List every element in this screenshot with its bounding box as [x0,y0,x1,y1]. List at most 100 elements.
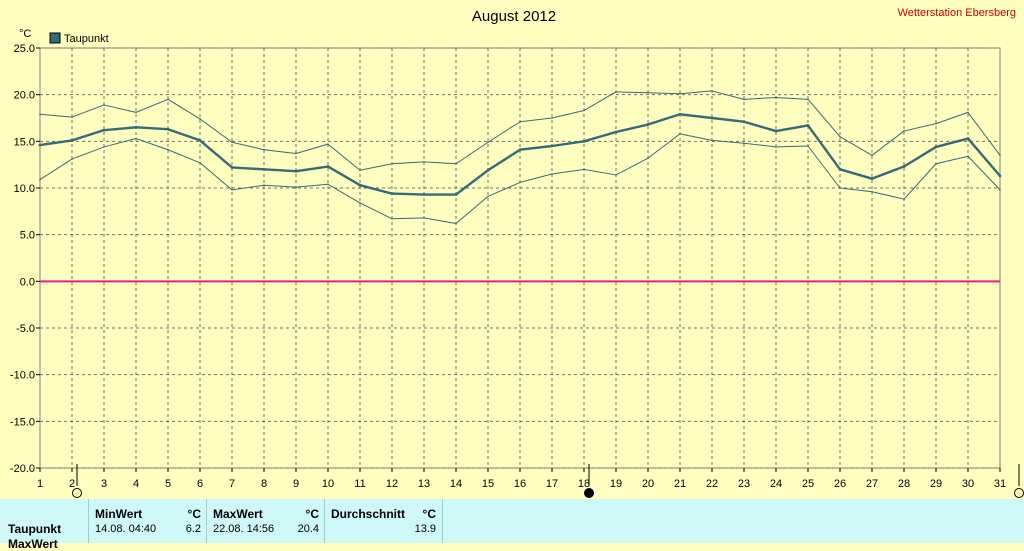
data-point-max [263,148,265,151]
max-date: 22.08. 14:56 [213,523,275,535]
data-point-min [455,222,457,225]
data-point-mean [838,167,842,171]
data-point-max [775,96,777,99]
avg-column: Durchschnitt °C 13.9 [324,499,443,543]
data-point-min [135,137,137,140]
data-point-min [775,146,777,148]
dewpoint-chart: 25.0 20.0 15.0 10.0 5.0 0.0 -5.0 -10.0 -15.0 -20.… [10,7,1024,498]
x-tick-label: 14 [450,478,462,490]
data-point-max [455,162,457,165]
chart-title: August 2012 [472,8,556,25]
x-tick-label: 26 [834,478,846,490]
data-point-max [71,116,73,118]
x-tick-label: 5 [165,478,171,490]
data-point-min [519,181,521,184]
start-marker[interactable] [72,488,82,498]
x-tick-label: 4 [133,478,139,490]
data-point-min [327,183,329,186]
data-point-max [583,109,585,112]
x-tick-label: 19 [610,478,622,490]
current-day-marker[interactable] [584,488,594,498]
x-tick-label: 24 [770,478,782,490]
data-point-min [903,198,905,200]
x-tick-label: 11 [354,478,365,490]
end-marker[interactable] [1014,488,1024,498]
x-tick-label: 18 [578,478,590,490]
max-unit: °C [305,507,319,521]
x-tick-label: 7 [229,478,235,490]
x-tick-label: 27 [866,478,878,490]
data-point-min [391,218,393,220]
data-point-max [679,92,681,95]
x-tick-label: 22 [706,478,718,490]
data-point-max [359,169,361,172]
min-unit: °C [187,507,201,521]
data-point-min [999,189,1001,191]
x-tick-label: 25 [802,478,814,490]
y-tick-label: -10.0 [10,370,35,382]
data-point-max [391,162,393,165]
data-point-min [967,155,969,158]
y-tick-label: 5.0 [20,230,35,242]
data-point-mean [518,148,522,152]
grid [40,47,1000,469]
data-point-min [679,133,681,135]
x-tick-label: 2 [69,478,75,490]
data-point-max [199,118,201,120]
data-point-min [103,146,105,148]
x-tick-label: 20 [642,478,654,490]
x-tick-label: 17 [546,478,558,490]
data-point-mean [806,124,810,127]
x-tick-label: 29 [930,478,942,490]
data-point-min [807,145,809,147]
data-point-min [615,174,617,176]
data-point-max [839,135,841,138]
data-point-max [39,113,41,116]
data-point-max [967,111,969,114]
avg-header: Durchschnitt [331,507,406,521]
data-point-max [615,91,617,93]
data-point-max [231,141,233,144]
data-point-min [231,189,233,191]
data-point-min [423,217,425,219]
x-tick-label: 8 [261,478,267,490]
data-point-mean [550,144,554,148]
min-date: 14.08. 04:40 [95,523,157,535]
y-tick-label: -15.0 [10,416,35,428]
data-point-min [551,173,553,175]
y-axis-unit: °C [19,28,31,40]
data-point-min [871,190,873,193]
min-value: 6.2 [185,523,201,535]
data-point-mean [998,174,1002,178]
legend-label: Taupunkt [64,33,109,45]
data-point-min [295,186,297,188]
avg-unit: °C [422,507,436,521]
data-point-min [935,162,937,165]
data-point-max [423,161,425,163]
y-tick-label: 20.0 [14,90,35,102]
data-point-mean [614,130,618,134]
y-tick-label: 25.0 [14,43,35,55]
x-tick-label: 13 [418,478,430,490]
x-tick-label: 21 [674,478,686,490]
series-group [38,90,1002,283]
data-point-max [871,154,873,157]
data-point-max [135,111,137,114]
data-point-max [487,141,489,144]
data-point-min [71,158,73,160]
data-point-mean [390,192,394,196]
data-point-mean [422,193,426,196]
y-tick-label: 15.0 [14,136,35,148]
max-column: MaxWert °C 22.08. 14:56 20.4 [206,499,325,543]
data-point-max [935,122,937,125]
data-point-min [487,195,489,198]
data-point-mean [902,165,906,168]
max-value: 20.4 [297,523,319,535]
data-point-mean [678,112,682,116]
x-tick-label: 6 [197,478,203,490]
data-point-max [519,120,521,123]
x-tick-label: 15 [482,478,494,490]
min-column: MinWert °C 14.08. 04:40 6.2 [88,499,207,543]
x-tick-label: 23 [738,478,750,490]
x-tick-label: 28 [898,478,910,490]
